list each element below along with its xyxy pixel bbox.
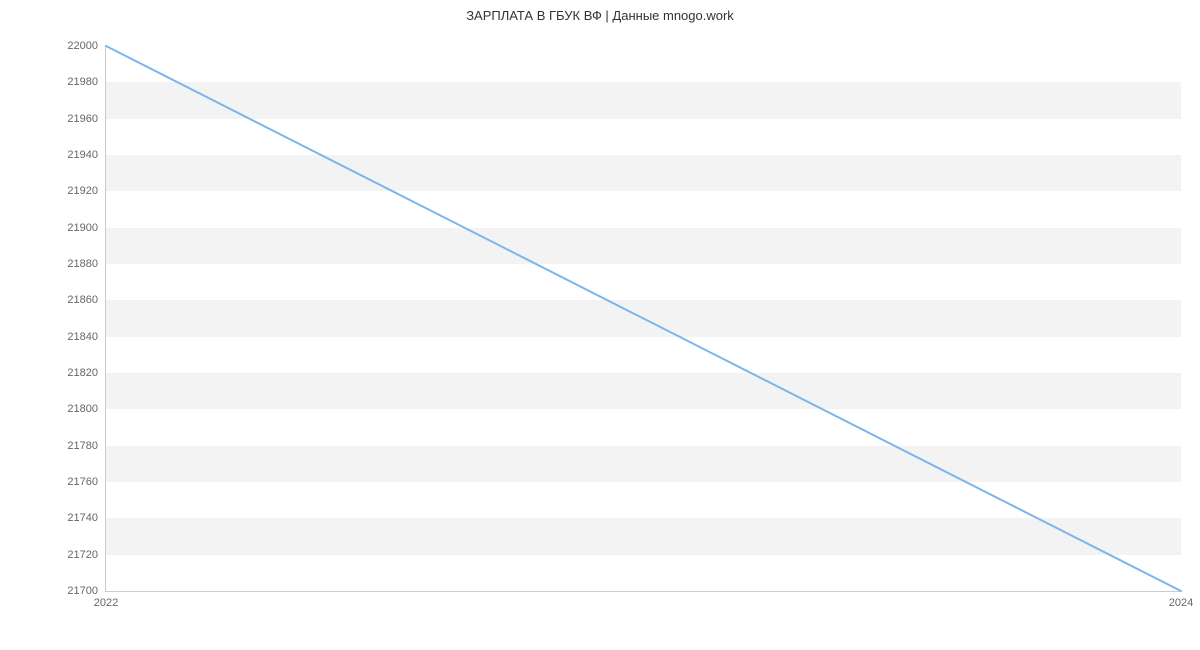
x-tick-label: 2022	[94, 597, 118, 609]
y-tick-label: 21820	[67, 367, 98, 379]
plot-area: 2170021720217402176021780218002182021840…	[105, 46, 1181, 592]
y-tick-label: 21760	[67, 476, 98, 488]
y-tick-label: 21860	[67, 294, 98, 306]
y-tick-label: 21800	[67, 403, 98, 415]
y-tick-label: 21940	[67, 149, 98, 161]
chart-line-layer	[106, 46, 1181, 591]
y-tick-label: 21920	[67, 185, 98, 197]
y-tick-label: 22000	[67, 40, 98, 52]
line-chart: ЗАРПЛАТА В ГБУК ВФ | Данные mnogo.work 2…	[0, 0, 1200, 650]
y-tick-label: 21980	[67, 76, 98, 88]
y-tick-label: 21880	[67, 258, 98, 270]
series-line	[106, 46, 1181, 591]
chart-title: ЗАРПЛАТА В ГБУК ВФ | Данные mnogo.work	[0, 8, 1200, 23]
y-tick-label: 21720	[67, 549, 98, 561]
y-tick-label: 21840	[67, 331, 98, 343]
y-tick-label: 21780	[67, 440, 98, 452]
y-tick-label: 21740	[67, 512, 98, 524]
x-tick-label: 2024	[1169, 597, 1193, 609]
y-tick-label: 21900	[67, 222, 98, 234]
y-tick-label: 21960	[67, 113, 98, 125]
y-tick-label: 21700	[67, 585, 98, 597]
